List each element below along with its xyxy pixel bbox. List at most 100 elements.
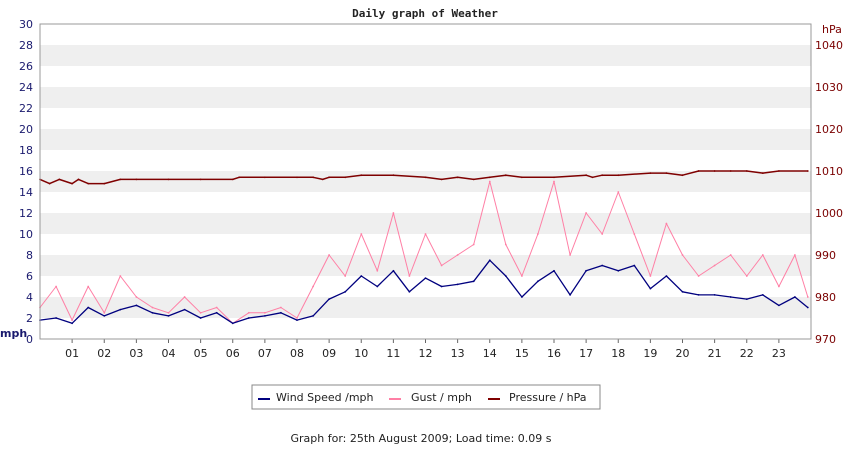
x-tick-label: 06 bbox=[226, 347, 240, 360]
series-point bbox=[617, 191, 620, 193]
series-point bbox=[585, 212, 587, 214]
grid-band bbox=[40, 150, 811, 171]
series-point bbox=[504, 243, 507, 246]
series-point bbox=[71, 182, 73, 185]
x-axis-ticks: 01 02 03 04 05 06 07 08 09 10 11 12 13 14 15 16 17 18 19 20… bbox=[65, 347, 786, 360]
left-tick-label: 10 bbox=[19, 228, 33, 241]
series-point bbox=[135, 178, 138, 181]
series-point bbox=[135, 304, 138, 307]
series-point bbox=[761, 172, 764, 175]
left-tick-label: 6 bbox=[26, 270, 33, 283]
series-point bbox=[649, 172, 652, 175]
series-point bbox=[328, 176, 330, 179]
x-tick-label: 19 bbox=[643, 347, 657, 360]
series-point bbox=[601, 233, 604, 235]
x-tick-label: 23 bbox=[772, 347, 786, 360]
legend-label-pressure: Pressure / hPa bbox=[509, 391, 587, 404]
x-tick-label: 02 bbox=[97, 347, 111, 360]
right-tick-label: 990 bbox=[815, 249, 836, 262]
series-point bbox=[392, 174, 395, 177]
series-point bbox=[601, 264, 604, 267]
series-point bbox=[247, 311, 250, 314]
left-tick-label: 16 bbox=[19, 165, 33, 178]
grid-band bbox=[40, 318, 811, 339]
series-point bbox=[264, 176, 266, 179]
series-point bbox=[456, 176, 459, 179]
right-tick-label: 1000 bbox=[815, 207, 843, 220]
series-point bbox=[424, 176, 427, 179]
x-tick-label: 12 bbox=[419, 347, 433, 360]
series-point bbox=[553, 269, 555, 272]
grid-bands bbox=[40, 24, 811, 339]
series-point bbox=[633, 264, 636, 267]
series-point bbox=[103, 311, 106, 314]
series-point bbox=[665, 222, 668, 225]
legend-label-wind: Wind Speed /mph bbox=[276, 391, 374, 404]
series-point bbox=[71, 322, 73, 325]
series-point bbox=[553, 180, 555, 183]
series-point bbox=[328, 298, 330, 300]
series-point bbox=[71, 319, 73, 321]
series-point bbox=[778, 170, 780, 172]
left-tick-label: 26 bbox=[19, 60, 33, 73]
series-point bbox=[392, 212, 395, 214]
series-point bbox=[167, 311, 170, 314]
series-point bbox=[312, 285, 314, 288]
series-point bbox=[296, 319, 298, 321]
legend-label-gust: Gust / mph bbox=[411, 391, 472, 404]
series-point bbox=[199, 311, 202, 314]
series-point bbox=[521, 296, 523, 298]
series-point bbox=[488, 176, 491, 179]
series-point bbox=[504, 174, 507, 177]
left-tick-label: 30 bbox=[19, 18, 33, 31]
series-point bbox=[151, 306, 154, 309]
series-point bbox=[87, 182, 90, 185]
series-point bbox=[87, 306, 90, 309]
series-point bbox=[183, 308, 186, 311]
series-point bbox=[649, 275, 652, 277]
series-point bbox=[713, 170, 716, 172]
series-point bbox=[585, 269, 587, 272]
series-point bbox=[778, 304, 780, 307]
x-tick-label: 07 bbox=[258, 347, 272, 360]
grid-band bbox=[40, 108, 811, 129]
plot-frame bbox=[39, 23, 812, 340]
series-point bbox=[48, 182, 51, 185]
left-tick-label: 12 bbox=[19, 207, 33, 220]
right-tick-label: 1040 bbox=[815, 39, 843, 52]
series-point bbox=[215, 306, 218, 309]
series-point bbox=[440, 264, 443, 267]
series-point bbox=[321, 178, 324, 181]
grid-band bbox=[40, 234, 811, 255]
grid-band bbox=[40, 192, 811, 213]
series-point bbox=[135, 296, 138, 298]
series-point bbox=[472, 280, 475, 283]
x-tick-label: 14 bbox=[483, 347, 497, 360]
x-tick-label: 13 bbox=[451, 347, 465, 360]
series-point bbox=[729, 254, 732, 256]
series-point bbox=[697, 275, 700, 277]
series-point bbox=[697, 170, 700, 172]
grid-band bbox=[40, 276, 811, 297]
series-point bbox=[521, 176, 523, 179]
series-point bbox=[569, 294, 571, 296]
grid-band bbox=[40, 129, 811, 150]
right-tick-label: 970 bbox=[815, 333, 836, 346]
left-axis-unit: mph bbox=[0, 327, 27, 340]
x-tick-label: 10 bbox=[354, 347, 368, 360]
x-tick-label: 11 bbox=[386, 347, 400, 360]
series-point bbox=[215, 311, 218, 314]
series-point bbox=[119, 308, 122, 311]
series-point bbox=[537, 280, 539, 283]
x-grid-ticks bbox=[71, 339, 780, 343]
grid-band bbox=[40, 213, 811, 234]
series-point bbox=[360, 275, 363, 277]
x-tick-label: 01 bbox=[65, 347, 79, 360]
series-point bbox=[794, 296, 796, 298]
series-point bbox=[296, 176, 298, 179]
series-point bbox=[806, 170, 809, 172]
series-point bbox=[238, 176, 241, 179]
right-axis-unit: hPa bbox=[822, 23, 842, 36]
graph-footer: Graph for: 25th August 2009; Load time: … bbox=[291, 432, 552, 445]
